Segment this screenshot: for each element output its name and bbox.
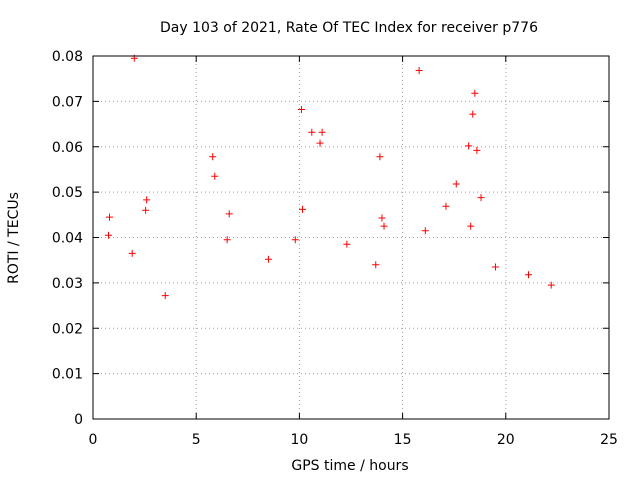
data-point: [104, 231, 112, 239]
data-point: [291, 236, 299, 244]
y-tick-label: 0.06: [52, 140, 83, 156]
data-point: [308, 128, 316, 136]
grid-lines: [93, 56, 609, 419]
tick-labels: 0 5 10 15 20 25 0 0.01 0.02 0.03 0.04 0.05 0.06 0.07 0…: [52, 49, 618, 448]
data-point: [161, 292, 169, 300]
x-axis-label: GPS time / hours: [291, 458, 408, 474]
data-point: [421, 227, 429, 235]
y-tick-label: 0.05: [52, 185, 83, 201]
x-tick-label: 15: [394, 432, 412, 448]
y-tick-label: 0: [74, 412, 83, 428]
data-point: [264, 255, 272, 263]
data-point: [380, 222, 388, 230]
data-point: [211, 172, 219, 180]
y-tick-label: 0.02: [52, 321, 83, 337]
data-point: [143, 196, 151, 204]
y-tick-label: 0.01: [52, 367, 83, 383]
data-point: [547, 281, 555, 289]
y-tick-label: 0.08: [52, 49, 83, 65]
data-points: [104, 54, 555, 300]
x-tick-label: 10: [290, 432, 308, 448]
chart-title: Day 103 of 2021, Rate Of TEC Index for r…: [160, 20, 538, 36]
data-point: [209, 153, 217, 161]
data-point: [142, 206, 150, 214]
data-point: [491, 263, 499, 271]
data-point: [469, 110, 477, 118]
y-axis-label: ROTI / TECUs: [6, 192, 22, 284]
plot-frame: [92, 55, 610, 420]
data-point: [297, 106, 305, 114]
data-point: [106, 213, 114, 221]
y-tick-label: 0.03: [52, 276, 83, 292]
data-point: [318, 128, 326, 136]
x-tick-label: 5: [192, 432, 201, 448]
data-point: [477, 194, 485, 202]
data-point: [452, 180, 460, 188]
data-point: [343, 240, 351, 248]
data-point: [298, 205, 306, 213]
x-tick-label: 20: [497, 432, 515, 448]
data-point: [223, 236, 231, 244]
data-point: [471, 89, 479, 97]
data-point: [376, 153, 384, 161]
x-tick-label: 0: [89, 432, 98, 448]
data-point: [378, 214, 386, 222]
data-point: [225, 210, 233, 218]
y-tick-label: 0.04: [52, 231, 83, 247]
data-point: [415, 67, 423, 75]
data-point: [128, 249, 136, 257]
data-point: [473, 146, 481, 154]
data-point: [372, 261, 380, 269]
data-point: [442, 202, 450, 210]
data-point: [465, 142, 473, 150]
y-tick-label: 0.07: [52, 94, 83, 110]
data-point: [467, 222, 475, 230]
data-point: [525, 271, 533, 279]
x-tick-label: 25: [600, 432, 618, 448]
data-point: [316, 139, 324, 147]
